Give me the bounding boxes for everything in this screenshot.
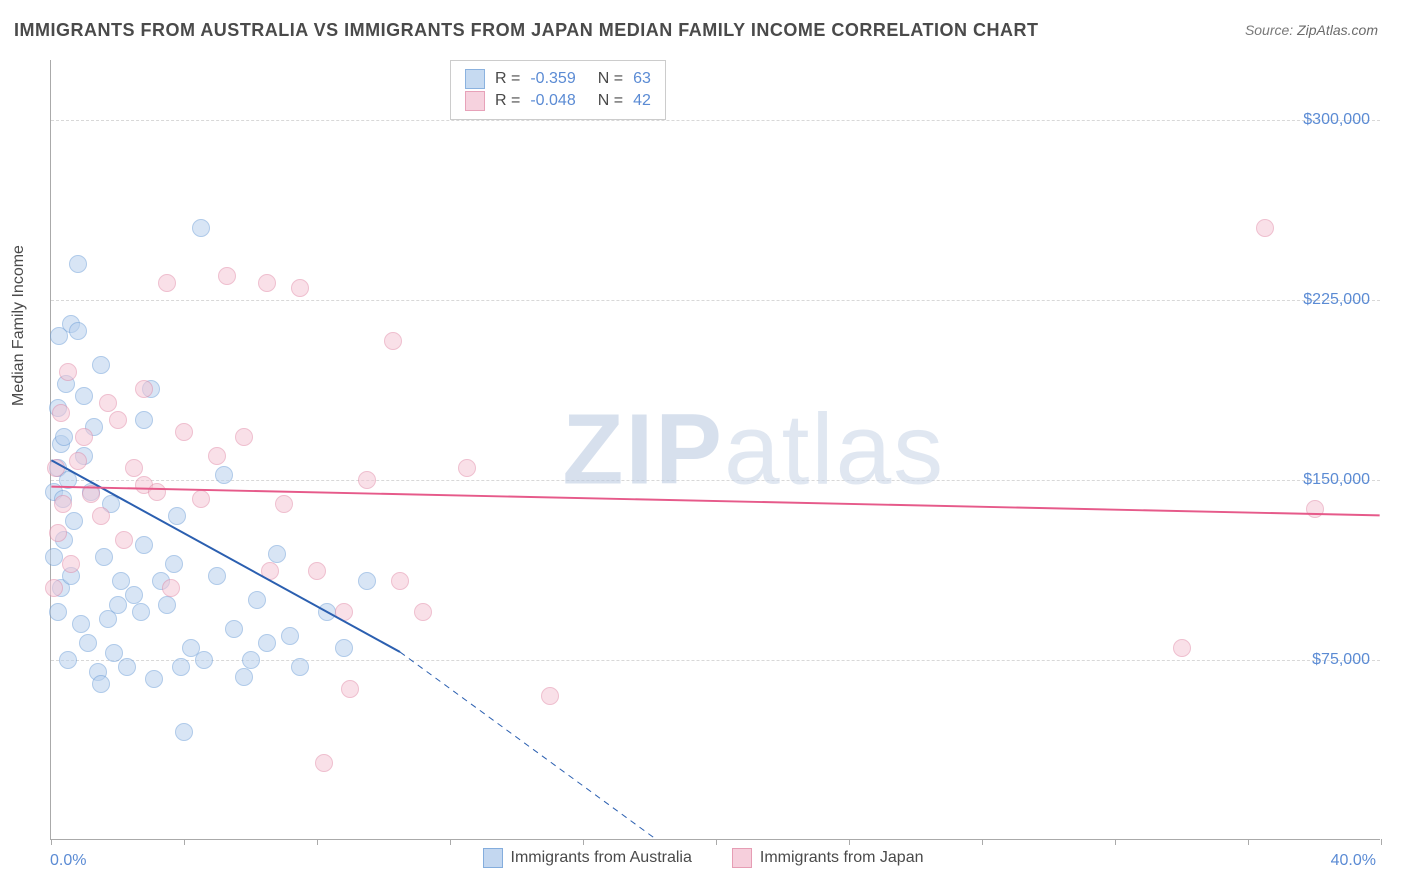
x-tick — [51, 839, 52, 845]
x-tick — [1248, 839, 1249, 845]
x-tick — [317, 839, 318, 845]
x-tick — [583, 839, 584, 845]
source-value: ZipAtlas.com — [1297, 22, 1378, 38]
x-tick — [450, 839, 451, 845]
x-tick — [849, 839, 850, 845]
series-legend-item-japan: Immigrants from Japan — [732, 848, 924, 868]
scatter-plot-area: ZIPatlas $75,000$150,000$225,000$300,000 — [50, 60, 1380, 840]
x-tick — [1381, 839, 1382, 845]
legend-swatch — [465, 69, 485, 89]
series-legend-label: Immigrants from Japan — [760, 849, 924, 867]
legend-n-value: 63 — [633, 70, 651, 88]
legend-swatch — [732, 848, 752, 868]
x-tick — [982, 839, 983, 845]
correlation-legend: R = -0.359 N = 63 R = -0.048 N = 42 — [450, 60, 666, 120]
legend-r-value: -0.359 — [530, 70, 575, 88]
trend-line-japan — [51, 487, 1379, 516]
x-tick — [1115, 839, 1116, 845]
legend-r-label: R = — [495, 92, 520, 110]
series-legend-label: Immigrants from Australia — [511, 849, 692, 867]
legend-n-label: N = — [598, 70, 623, 88]
legend-n-label: N = — [598, 92, 623, 110]
legend-row-australia: R = -0.359 N = 63 — [465, 69, 651, 89]
y-axis-label: Median Family Income — [10, 245, 28, 406]
chart-title: IMMIGRANTS FROM AUSTRALIA VS IMMIGRANTS … — [14, 20, 1038, 41]
legend-r-value: -0.048 — [530, 92, 575, 110]
series-legend-item-australia: Immigrants from Australia — [483, 848, 692, 868]
trend-line-ext-australia — [400, 652, 656, 839]
legend-r-label: R = — [495, 70, 520, 88]
trend-line-australia — [51, 460, 400, 652]
legend-n-value: 42 — [633, 92, 651, 110]
x-tick — [184, 839, 185, 845]
source-label: Source: — [1245, 22, 1297, 38]
legend-row-japan: R = -0.048 N = 42 — [465, 91, 651, 111]
series-legend: Immigrants from Australia Immigrants from… — [0, 848, 1406, 868]
source-attribution: Source: ZipAtlas.com — [1245, 22, 1378, 38]
trend-lines-layer — [51, 60, 1380, 839]
legend-swatch — [483, 848, 503, 868]
x-tick — [716, 839, 717, 845]
legend-swatch — [465, 91, 485, 111]
